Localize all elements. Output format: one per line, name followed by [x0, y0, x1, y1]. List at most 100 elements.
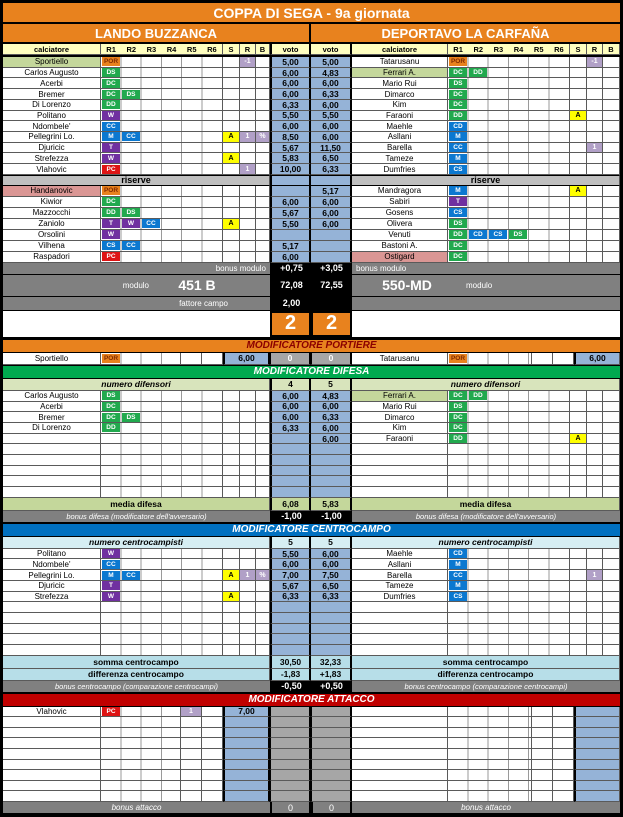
role-badge-cells: DS	[448, 401, 570, 413]
voto-cell: 6,00	[270, 78, 311, 90]
player-name	[352, 602, 448, 613]
player-name: Di Lorenzo	[3, 422, 101, 434]
r-cell	[587, 185, 603, 197]
role-badge-ds: DS	[509, 230, 527, 240]
section-header-attacco: MODIFICATORE ATTACCO	[3, 692, 620, 707]
somma-centrocampo-row: somma centrocampo 30,50 32,33 somma cent…	[3, 655, 620, 669]
modulo-away: 550-MD	[352, 274, 462, 297]
player-row: Ndombele' CC 6,00 6,00 Maehle CD	[3, 121, 620, 133]
role-badge-cells: DD DS	[101, 207, 223, 219]
role-badge-cells: DC DS	[101, 412, 223, 423]
player-name: Mandragora	[352, 185, 448, 197]
voto-cell: 6,00	[311, 196, 352, 208]
b-cell	[256, 580, 270, 592]
voto-cell: 8,50	[270, 132, 311, 143]
role-badge-cells: PC	[101, 164, 223, 175]
voto-cell	[574, 749, 620, 760]
role-badge-cells: DC DD	[448, 390, 570, 402]
role-badge-cells: DC DD	[448, 67, 570, 79]
s-cell	[570, 251, 587, 263]
role-badge-dc: DC	[449, 391, 467, 401]
player-name: Di Lorenzo	[3, 99, 101, 111]
s-cell	[570, 142, 587, 154]
player-name	[352, 791, 448, 802]
b-cell	[202, 706, 223, 718]
voto-cell	[270, 487, 311, 498]
role-badge-dc: DC	[102, 89, 120, 99]
player-row: Acerbi DC 6,00 6,00 Mario Rui DS	[3, 78, 620, 90]
voto-cell: 7,00	[223, 706, 270, 718]
voto-cell: 6,00	[270, 412, 311, 423]
r-cell	[240, 465, 256, 477]
player-name	[3, 770, 101, 781]
r-cell	[181, 780, 202, 792]
voto-cell	[223, 717, 270, 728]
media-difesa-away: 5,83	[311, 497, 352, 511]
r-cell	[587, 218, 603, 230]
b-cell	[603, 164, 620, 175]
player-row: Bremer DC DS 6,00 6,33 Dimarco DC	[3, 89, 620, 100]
voto-cell	[270, 602, 311, 613]
modifier-value-away	[311, 727, 352, 739]
r-cell	[532, 749, 553, 760]
r-cell	[240, 476, 256, 488]
r-cell	[587, 487, 603, 498]
voto-cell: 5,50	[270, 218, 311, 230]
b-cell	[603, 644, 620, 656]
b-cell	[202, 791, 223, 802]
col-header-slots: R1 R2 R3 R4 R5 R6	[448, 44, 570, 55]
r-cell	[587, 164, 603, 175]
s-cell	[223, 487, 240, 498]
voto-cell: 6,33	[311, 164, 352, 175]
r-cell	[587, 602, 603, 613]
r-cell	[240, 422, 256, 434]
r-cell	[240, 612, 256, 624]
media-difesa-label-home: media difesa	[3, 497, 270, 511]
b-cell	[603, 153, 620, 165]
modifier-player-row	[3, 759, 620, 771]
spacer	[352, 310, 620, 337]
role-badge-cs: CS	[449, 208, 467, 218]
modifier-value-home	[270, 717, 311, 728]
voto-cell	[311, 487, 352, 498]
role-badge-cells	[101, 759, 181, 771]
r-cell	[181, 717, 202, 728]
r-cell	[587, 412, 603, 423]
role-badge-cells: DC	[448, 412, 570, 423]
modifier-value-away	[311, 770, 352, 781]
role-badge-cells	[101, 476, 223, 488]
player-name: Vlahovic	[3, 164, 101, 175]
b-cell	[603, 251, 620, 263]
voto-cell: 6,00	[270, 401, 311, 413]
role-badge-cells	[101, 433, 223, 445]
s-cell	[223, 634, 240, 645]
modifier-player-row	[3, 727, 620, 739]
col-header-r4: R4	[166, 44, 177, 54]
player-row: Carlos Augusto DS 6,00 4,83 Ferrari A. DC DD	[3, 390, 620, 402]
role-badge-m: M	[449, 581, 467, 591]
b-cell	[256, 476, 270, 488]
r-cell	[587, 476, 603, 488]
s-cell	[570, 121, 587, 133]
role-badge-cc: CC	[122, 132, 140, 142]
s-cell	[570, 412, 587, 423]
role-badge-m: M	[449, 186, 467, 196]
role-badge-cells	[101, 487, 223, 498]
r-cell	[240, 229, 256, 241]
total-score-home: 72,08	[270, 274, 311, 297]
role-badge-cells: M	[448, 153, 570, 165]
role-badge-w: W	[122, 219, 140, 229]
riserve-label-away: riserve	[352, 174, 620, 186]
player-name	[3, 476, 101, 488]
b-cell	[256, 455, 270, 466]
s-cell	[223, 207, 240, 219]
player-name	[3, 487, 101, 498]
role-badge-cells: DD	[448, 433, 570, 445]
b-cell	[553, 727, 574, 739]
r-cell	[587, 634, 603, 645]
b-cell	[256, 67, 270, 79]
voto-cell	[574, 759, 620, 771]
s-cell	[223, 455, 240, 466]
r-cell	[181, 738, 202, 750]
player-name: Mario Rui	[352, 78, 448, 90]
